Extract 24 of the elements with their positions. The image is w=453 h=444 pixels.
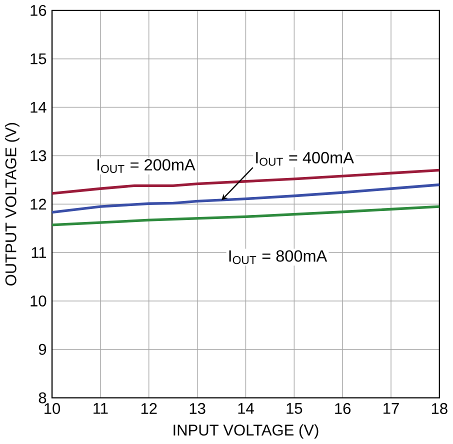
- x-tick-label: 15: [286, 403, 302, 414]
- annotation: I$_{OUT}$ = 800mA: [229, 250, 328, 264]
- y-tick-label: 13: [30, 150, 46, 162]
- annotation: I$_{OUT}$ = 400mA: [256, 152, 354, 166]
- x-tick-label: 14: [238, 403, 254, 414]
- y-axis-title: OUTPUT VOLTAGE (V): [4, 123, 20, 286]
- line-series: [50, 205, 441, 226]
- y-tick-label: 8: [38, 392, 46, 404]
- x-tick-label: 16: [335, 403, 351, 414]
- x-tick-label: 11: [94, 403, 108, 414]
- y-tick-label: 14: [30, 102, 46, 113]
- y-tick-label: 12: [30, 198, 46, 210]
- x-tick-label: 12: [141, 403, 157, 414]
- y-tick-label: 16: [30, 5, 46, 16]
- x-tick-label: 13: [190, 403, 206, 414]
- y-tick-label: 9: [38, 344, 46, 356]
- y-tick-label: 15: [30, 54, 46, 64]
- x-tick-label: 18: [432, 403, 448, 414]
- y-tick-label: 11: [32, 247, 46, 258]
- annotation: I$_{OUT}$ = 200mA: [98, 159, 196, 174]
- y-tick-label: 10: [30, 296, 46, 307]
- x-axis-title: INPUT VOLTAGE (V): [174, 424, 318, 439]
- x-tick-label: 17: [384, 403, 399, 414]
- line-series: [50, 184, 441, 214]
